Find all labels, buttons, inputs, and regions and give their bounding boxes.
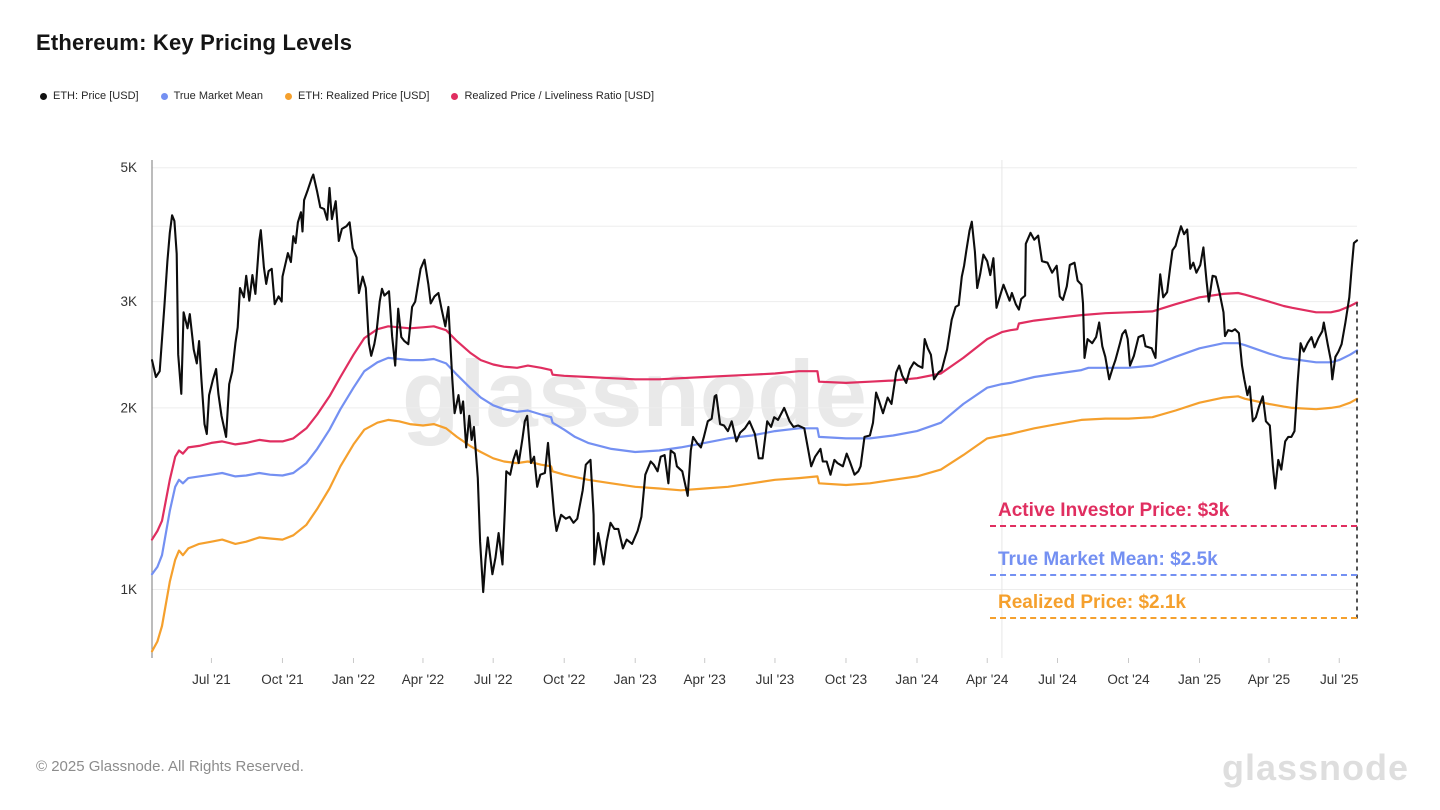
- x-axis-label: Oct '23: [825, 672, 867, 687]
- annotation-label: Realized Price: $2.1k: [990, 592, 1357, 619]
- x-axis-label: Apr '23: [684, 672, 726, 687]
- y-axis-label: 2K: [120, 400, 137, 415]
- x-axis-label: Oct '22: [543, 672, 585, 687]
- x-axis-label: Apr '22: [402, 672, 444, 687]
- legend-dot-icon: [451, 92, 459, 100]
- x-axis-label: Jan '22: [332, 672, 375, 687]
- y-axis-label: 3K: [120, 294, 137, 309]
- x-axis-label: Jul '22: [474, 672, 513, 687]
- legend-item[interactable]: ETH: Realized Price [USD]: [285, 90, 429, 102]
- page-title: Ethereum: Key Pricing Levels: [36, 30, 353, 55]
- x-axis-label: Oct '24: [1107, 672, 1150, 687]
- x-axis-label: Jan '24: [895, 672, 939, 687]
- legend-label: Realized Price / Liveliness Ratio [USD]: [464, 90, 655, 102]
- legend-label: ETH: Price [USD]: [53, 90, 139, 102]
- x-axis-label: Apr '24: [966, 672, 1009, 687]
- legend-item[interactable]: Realized Price / Liveliness Ratio [USD]: [451, 90, 654, 102]
- legend-item[interactable]: True Market Mean: [160, 90, 264, 102]
- legend-dot-icon: [40, 92, 47, 100]
- x-axis-label: Jul '25: [1320, 672, 1359, 687]
- legend-dot-icon: [285, 92, 293, 100]
- annotation-label: Active Investor Price: $3k: [990, 500, 1357, 527]
- annotation-text: Realized Price: $2.1k: [998, 592, 1186, 613]
- y-axis-label: 1K: [120, 582, 137, 597]
- series-true-market-mean: [150, 342, 1359, 576]
- x-axis-label: Jan '25: [1178, 672, 1221, 687]
- legend: ETH: Price [USD] True Market Mean ETH: Rea…: [40, 90, 654, 102]
- x-axis-label: Jul '23: [756, 672, 795, 687]
- x-axis-label: Jul '24: [1038, 672, 1077, 687]
- annotation-label: True Market Mean: $2.5k: [990, 549, 1357, 576]
- glassnode-logo: glassnode: [1222, 747, 1410, 788]
- legend-dot-icon: [160, 92, 168, 100]
- x-axis-label: Apr '25: [1248, 672, 1290, 687]
- annotation-text: True Market Mean: $2.5k: [998, 549, 1218, 570]
- series-active-investor-price: [150, 291, 1359, 541]
- glassnode-watermark: glassnode: [402, 341, 867, 446]
- series-realized-price: [150, 395, 1359, 653]
- x-axis-label: Jan '23: [614, 672, 657, 687]
- y-axis-label: 5K: [120, 160, 137, 175]
- x-axis-label: Oct '21: [261, 672, 303, 687]
- legend-label: True Market Mean: [173, 90, 264, 102]
- annotation-text: Active Investor Price: $3k: [998, 500, 1230, 521]
- series-eth-price: [150, 173, 1359, 594]
- x-axis-label: Jul '21: [192, 672, 231, 687]
- legend-item[interactable]: ETH: Price [USD]: [40, 90, 139, 102]
- legend-label: ETH: Realized Price [USD]: [298, 90, 430, 102]
- copyright-text: © 2025 Glassnode. All Rights Reserved.: [36, 758, 304, 775]
